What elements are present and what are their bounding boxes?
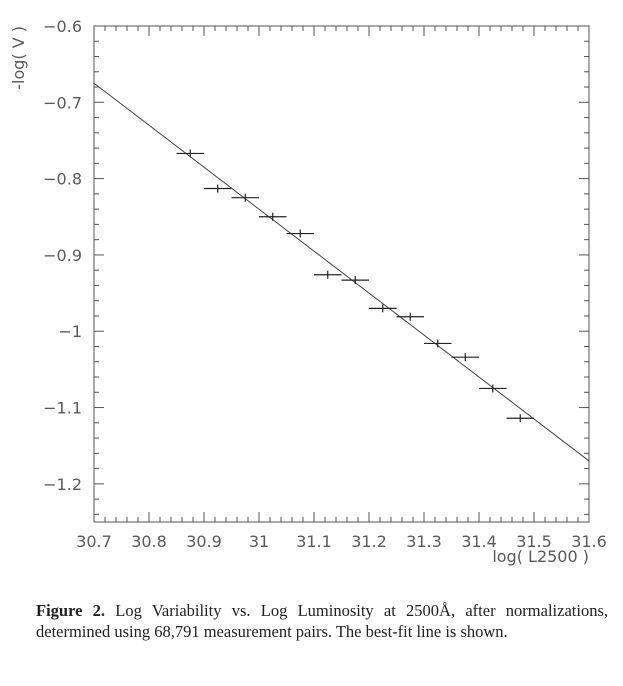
chart: 30.7 30.8 30.9 31 31.1 31.2 31.3 31.4 31.5 31.6 −0… bbox=[9, 17, 607, 566]
y-tick-label: −1 bbox=[58, 322, 82, 341]
x-tick-label: 31.6 bbox=[571, 532, 607, 551]
plot-frame bbox=[93, 25, 590, 523]
x-tick-label: 30.8 bbox=[131, 532, 167, 551]
y-axis-label: -log( V ) bbox=[9, 26, 28, 90]
x-tick-label: 31 bbox=[249, 532, 269, 551]
x-tick-label: 31.4 bbox=[461, 532, 497, 551]
x-tick-label: 31.1 bbox=[296, 532, 332, 551]
x-tick-label: 30.9 bbox=[186, 532, 222, 551]
y-tick-label: −0.6 bbox=[43, 17, 82, 36]
caption-label: Figure 2. bbox=[36, 601, 106, 620]
x-axis-label: log( L2500 ) bbox=[492, 547, 589, 566]
y-tick-label: −1.1 bbox=[43, 399, 82, 418]
x-tick-label: 31.2 bbox=[351, 532, 387, 551]
x-tick-label: 31.5 bbox=[516, 532, 552, 551]
x-tick-label: 31.3 bbox=[406, 532, 442, 551]
caption-text: Log Variability vs. Log Luminosity at 25… bbox=[36, 601, 608, 641]
y-tick-label: −0.9 bbox=[43, 246, 82, 265]
figure-caption: Figure 2. Log Variability vs. Log Lumino… bbox=[36, 600, 608, 642]
y-tick-label: −0.7 bbox=[43, 93, 82, 112]
y-tick-label: −1.2 bbox=[43, 475, 82, 494]
x-tick-label: 30.7 bbox=[76, 532, 112, 551]
y-tick-label: −0.8 bbox=[43, 170, 82, 189]
best-fit-line bbox=[93, 82, 590, 462]
